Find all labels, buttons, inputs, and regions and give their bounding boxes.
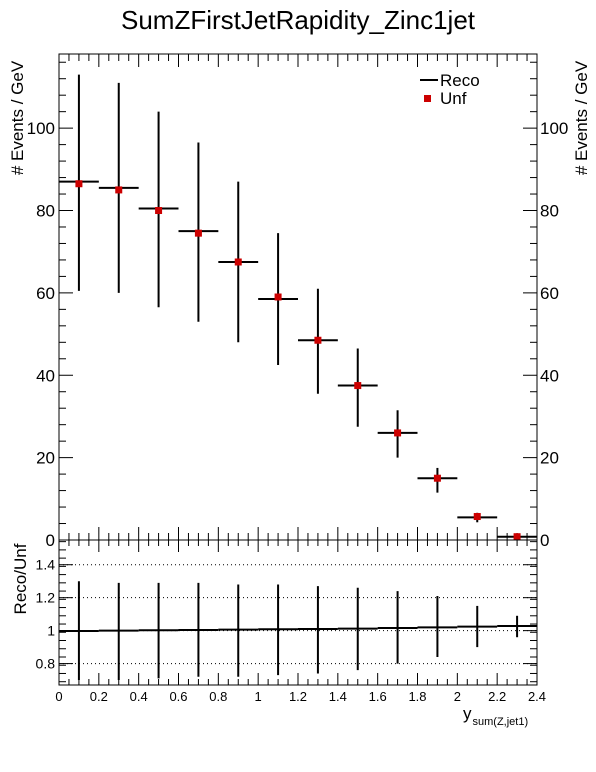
top-y-tick-label-left: 80: [36, 202, 55, 221]
bottom-y-tick-label: 1: [47, 623, 55, 639]
top-y-tick-label-right: 20: [540, 449, 559, 468]
top-y-tick-label-right: 0: [540, 531, 549, 550]
x-tick-label: 1: [255, 689, 262, 704]
x-tick-label: 1.2: [289, 689, 307, 704]
bottom-y-axis-label: Reco/Unf: [11, 543, 30, 614]
top-y-tick-label-left: 0: [46, 531, 55, 550]
unf-point: [234, 258, 242, 266]
bottom-x-tick-labels: 0 0.2 0.4 0.6 0.8 1 1.2 1.4 1.6 1.8 2 2.2 2.4: [55, 689, 546, 704]
unf-point: [354, 382, 362, 390]
bottom-plot-frame: [58, 539, 538, 686]
unf-point: [394, 429, 402, 437]
top-ticks: [58, 54, 538, 541]
bottom-grid: [59, 564, 537, 665]
legend: Reco Unf: [414, 68, 496, 108]
top-y-axis-label-right: # Events / GeV: [572, 60, 591, 175]
top-y-tick-label-left: 100: [27, 119, 55, 138]
x-tick-label: 2: [454, 689, 461, 704]
unf-point: [194, 229, 202, 237]
unf-point: [115, 186, 123, 194]
x-tick-label: 0.8: [209, 689, 227, 704]
top-y-tick-labels-right: 0 20 40 60 80 100: [540, 119, 568, 550]
reco-series: [59, 180, 537, 538]
top-y-tick-label-left: 60: [36, 284, 55, 303]
ratio-series: [59, 581, 537, 681]
x-tick-label: 0.2: [90, 689, 108, 704]
unf-point: [433, 474, 441, 482]
unf-point: [314, 336, 322, 344]
x-axis-label: ysum(Z,jet1): [463, 704, 528, 728]
x-tick-label: 1.6: [369, 689, 387, 704]
top-plot-frame: [58, 53, 538, 541]
unf-point: [513, 533, 521, 541]
bottom-panel: 0.8 1 1.2 1.4 0 0.2 0.4 0.6 0.8 1 1.2 1.4 1.6 1.8 2 2.…: [11, 539, 546, 728]
x-tick-label: 2.2: [488, 689, 506, 704]
unf-point: [274, 293, 282, 301]
top-panel: 0 20 40 60 80 100 0 20 40 60 80 100 # Events / GeV…: [8, 53, 591, 550]
bottom-y-tick-labels: 0.8 1 1.2 1.4: [36, 557, 56, 672]
x-axis-label-sub: sum(Z,jet1): [473, 716, 529, 728]
top-y-tick-label-right: 60: [540, 284, 559, 303]
bottom-y-tick-label: 1.4: [36, 557, 56, 573]
top-y-tick-label-right: 40: [540, 366, 559, 385]
unf-point: [473, 513, 481, 521]
bottom-y-tick-label: 1.2: [36, 590, 56, 606]
x-tick-label: 0.4: [130, 689, 148, 704]
bottom-y-tick-label: 0.8: [36, 656, 56, 672]
x-axis-label-main: y: [463, 704, 472, 723]
unf-point: [75, 180, 83, 188]
top-y-tick-label-left: 40: [36, 366, 55, 385]
x-tick-label: 1.4: [329, 689, 347, 704]
x-tick-label: 0.6: [169, 689, 187, 704]
top-y-tick-label-left: 20: [36, 449, 55, 468]
top-y-tick-labels-left: 0 20 40 60 80 100: [27, 119, 55, 550]
x-tick-label: 2.4: [528, 689, 546, 704]
unf-series: [75, 74, 521, 541]
x-tick-label: 0: [55, 689, 62, 704]
unf-point: [155, 207, 163, 215]
chart-title: SumZFirstJetRapidity_Zinc1jet: [121, 5, 476, 35]
top-y-axis-label-left: # Events / GeV: [8, 60, 27, 175]
legend-unf-marker: [424, 95, 431, 102]
legend-unf-label: Unf: [440, 89, 467, 108]
legend-reco-label: Reco: [440, 71, 480, 90]
bottom-ticks: [58, 540, 538, 685]
top-y-tick-label-right: 100: [540, 119, 568, 138]
top-y-tick-label-right: 80: [540, 202, 559, 221]
x-tick-label: 1.8: [408, 689, 426, 704]
